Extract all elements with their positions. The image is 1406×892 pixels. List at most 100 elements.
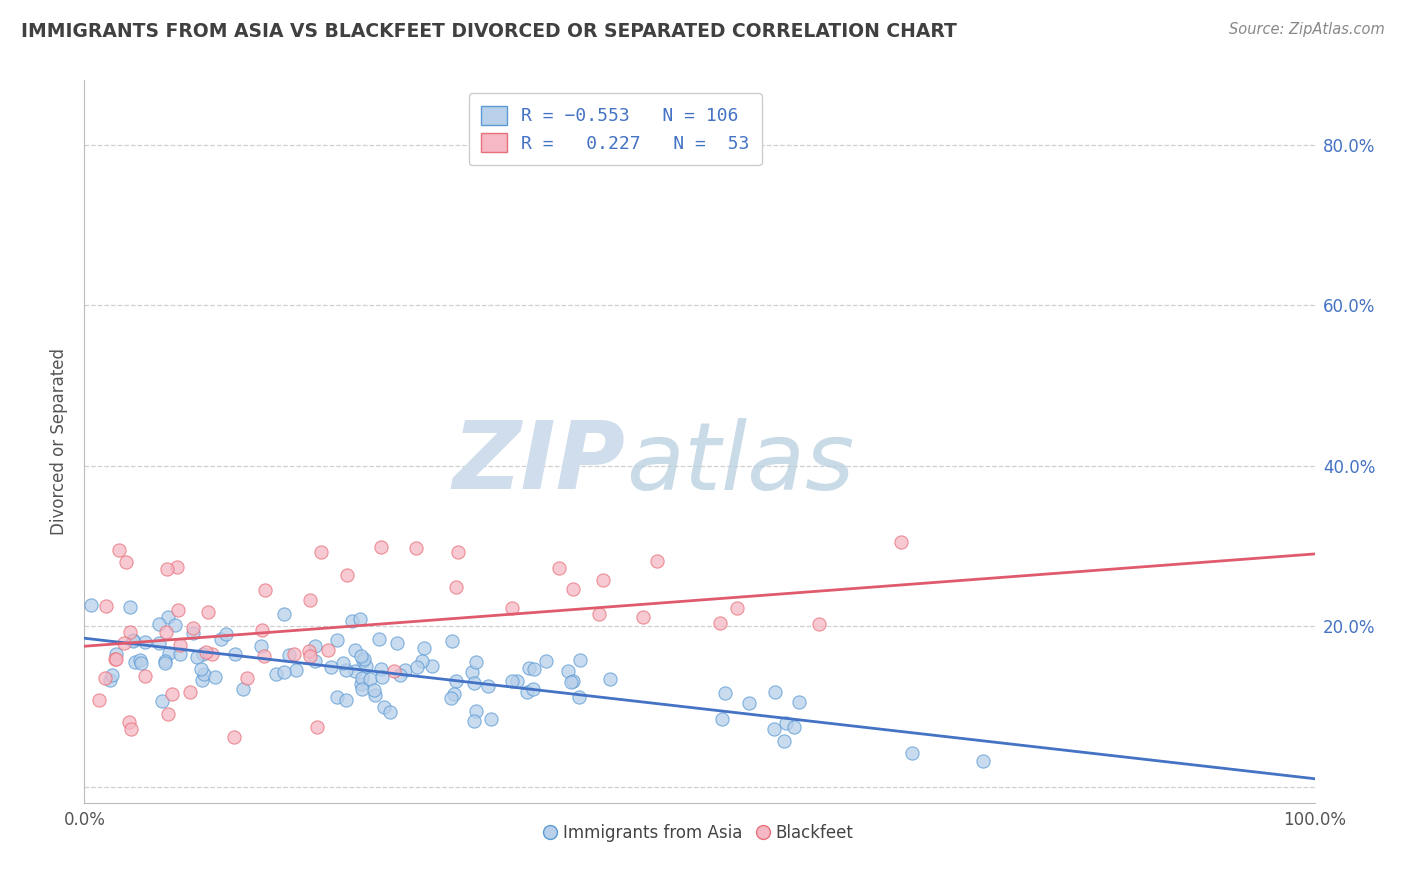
Point [332, 656, 354, 670]
Text: IMMIGRANTS FROM ASIA VS BLACKFEET DIVORCED OR SEPARATED CORRELATION CHART: IMMIGRANTS FROM ASIA VS BLACKFEET DIVORC… [21, 22, 957, 41]
Point [394, 663, 416, 677]
Point [765, 684, 787, 698]
Point [122, 633, 145, 648]
Point [156, 561, 179, 575]
Point [148, 635, 170, 649]
Point [516, 684, 538, 698]
Point [98, 673, 121, 687]
Point [353, 654, 375, 668]
Point [412, 641, 434, 656]
Point [112, 635, 135, 649]
Point [298, 643, 321, 657]
Point [163, 618, 186, 632]
Point [120, 723, 142, 737]
Point [506, 673, 529, 688]
Point [166, 559, 188, 574]
Point [105, 648, 128, 662]
Point [273, 665, 295, 679]
Point [773, 734, 796, 748]
Point [557, 664, 579, 678]
Point [356, 659, 378, 673]
Point [193, 647, 215, 661]
Point [599, 672, 621, 686]
Point [264, 667, 287, 681]
Y-axis label: Divorced or Separated: Divorced or Separated [51, 348, 69, 535]
Point [155, 625, 177, 640]
Point [561, 582, 583, 597]
Point [463, 714, 485, 728]
Point [363, 682, 385, 697]
Point [522, 681, 544, 696]
Point [370, 541, 392, 555]
Point [153, 654, 176, 668]
Point [231, 682, 253, 697]
Point [129, 653, 152, 667]
Point [105, 652, 128, 666]
Point [359, 672, 381, 686]
Point [299, 593, 322, 607]
Point [344, 643, 367, 657]
Point [443, 687, 465, 701]
Point [519, 661, 541, 675]
Point [547, 561, 569, 575]
Point [411, 654, 433, 668]
Point [193, 667, 215, 681]
Point [709, 615, 731, 630]
Point [889, 535, 911, 549]
Point [250, 624, 273, 638]
Point [464, 704, 486, 718]
Point [382, 664, 405, 678]
Point [775, 716, 797, 731]
Point [439, 691, 461, 706]
Point [169, 647, 191, 661]
Point [183, 621, 205, 635]
Point [115, 555, 138, 569]
Point [134, 634, 156, 648]
Point [307, 720, 329, 734]
Point [120, 600, 142, 615]
Point [350, 681, 373, 696]
Point [124, 655, 146, 669]
Point [647, 554, 669, 568]
Point [447, 545, 470, 559]
Point [353, 652, 375, 666]
Point [342, 614, 364, 628]
Point [108, 542, 131, 557]
Point [87, 693, 110, 707]
Point [118, 715, 141, 730]
Point [405, 541, 427, 555]
Point [336, 567, 359, 582]
Point [222, 730, 245, 744]
Point [465, 656, 488, 670]
Point [156, 610, 179, 624]
Point [523, 662, 546, 676]
Point [204, 670, 226, 684]
Point [807, 616, 830, 631]
Point [153, 656, 176, 670]
Text: ZIP: ZIP [453, 417, 626, 509]
Point [738, 696, 761, 710]
Point [309, 545, 332, 559]
Point [536, 654, 558, 668]
Point [129, 656, 152, 670]
Point [284, 663, 307, 677]
Point [273, 607, 295, 621]
Point [236, 672, 259, 686]
Legend: Immigrants from Asia, Blackfeet: Immigrants from Asia, Blackfeet [538, 817, 860, 848]
Point [972, 755, 994, 769]
Point [364, 688, 387, 702]
Point [326, 633, 349, 648]
Point [479, 712, 502, 726]
Point [373, 700, 395, 714]
Point [325, 690, 347, 704]
Point [224, 648, 246, 662]
Text: Source: ZipAtlas.com: Source: ZipAtlas.com [1229, 22, 1385, 37]
Point [592, 574, 614, 588]
Point [444, 673, 467, 688]
Point [96, 599, 118, 613]
Point [477, 679, 499, 693]
Point [441, 634, 464, 648]
Point [80, 598, 103, 612]
Point [253, 582, 276, 597]
Point [104, 651, 127, 665]
